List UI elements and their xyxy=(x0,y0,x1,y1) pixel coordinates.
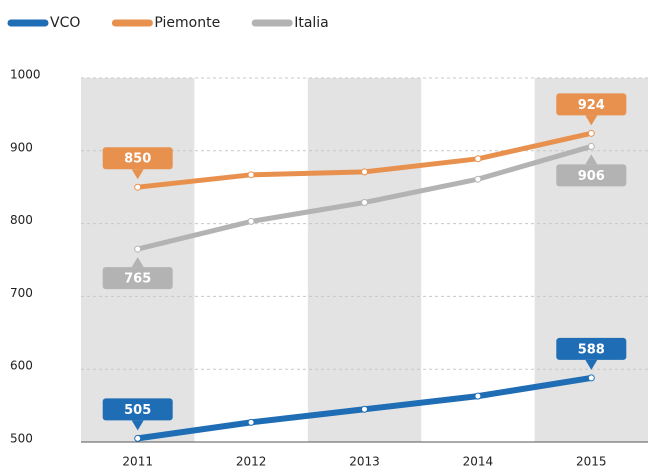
value-label-box xyxy=(102,398,173,421)
value-label-box xyxy=(556,164,627,187)
y-tick-label: 1000 xyxy=(10,68,41,82)
point xyxy=(247,217,255,225)
value-label-pointer xyxy=(585,154,598,165)
y-tick-label: 800 xyxy=(10,213,33,227)
legend-label: Italia xyxy=(294,15,329,31)
x-tick-label: 2013 xyxy=(349,455,380,469)
x-tick-label: 2015 xyxy=(576,455,607,469)
point xyxy=(474,175,482,183)
point xyxy=(474,392,482,400)
x-tick-label: 2012 xyxy=(236,455,267,469)
value-label: 850 xyxy=(124,152,151,167)
legend-label: VCO xyxy=(50,15,80,31)
value-label: 505 xyxy=(124,403,151,418)
value-label: 765 xyxy=(124,272,151,287)
value-label: 588 xyxy=(578,342,605,357)
y-tick-label: 900 xyxy=(10,140,33,154)
value-label-box xyxy=(102,267,173,290)
value-label-pointer xyxy=(131,257,144,268)
point xyxy=(474,155,482,163)
value-label-box xyxy=(556,93,627,116)
x-tick-label: 2014 xyxy=(463,455,494,469)
value-label-box xyxy=(556,337,627,360)
value-label-pointer xyxy=(131,420,144,431)
point xyxy=(361,405,368,413)
point xyxy=(134,183,142,191)
point xyxy=(134,245,142,253)
y-tick-label: 600 xyxy=(10,359,33,373)
value-label-pointer xyxy=(585,115,598,126)
point xyxy=(587,374,595,382)
point xyxy=(361,198,368,206)
y-tick-label: 500 xyxy=(10,432,33,446)
point xyxy=(247,418,255,426)
value-label-pointer xyxy=(131,169,144,180)
band xyxy=(307,78,422,442)
legend-label: Piemonte xyxy=(154,15,220,31)
point xyxy=(247,171,255,179)
y-tick-label: 700 xyxy=(10,286,33,300)
point xyxy=(587,142,595,150)
value-label-box xyxy=(102,147,173,170)
value-label: 924 xyxy=(578,98,605,113)
value-label: 906 xyxy=(578,169,605,184)
point xyxy=(361,168,368,176)
x-tick-label: 2011 xyxy=(122,455,153,469)
value-label-pointer xyxy=(585,359,598,370)
point xyxy=(134,434,142,442)
point xyxy=(587,129,595,137)
